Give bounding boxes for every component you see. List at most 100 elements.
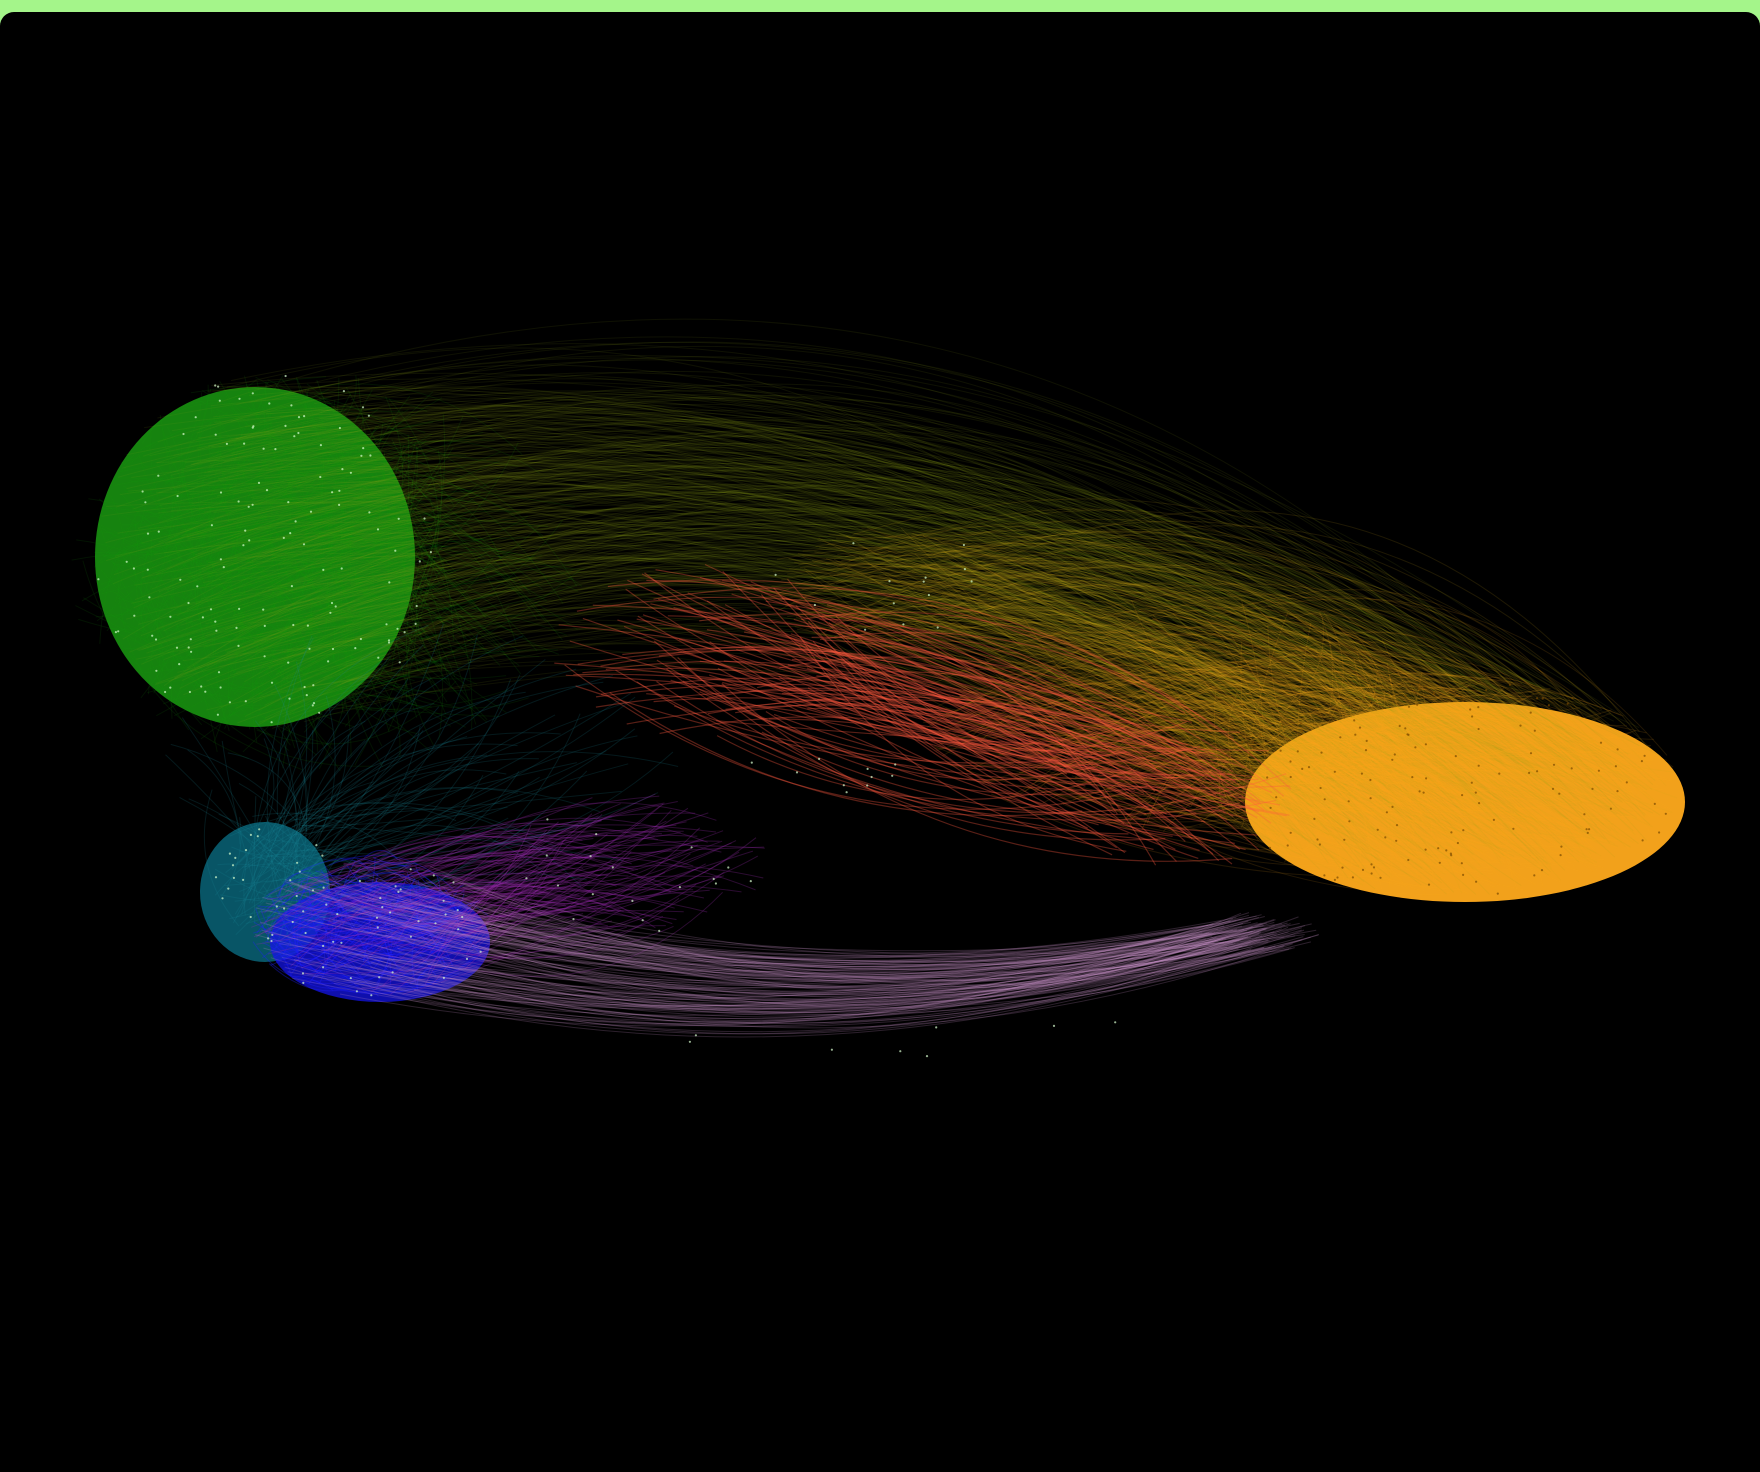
- graph-node[interactable]: [1454, 755, 1457, 758]
- graph-node[interactable]: [894, 763, 897, 766]
- graph-node[interactable]: [146, 568, 149, 571]
- graph-node[interactable]: [1320, 751, 1323, 754]
- graph-node[interactable]: [465, 957, 469, 961]
- graph-node[interactable]: [262, 608, 265, 611]
- graph-node[interactable]: [288, 697, 291, 700]
- graph-node[interactable]: [178, 663, 181, 666]
- graph-node[interactable]: [1498, 772, 1501, 775]
- graph-node[interactable]: [1296, 750, 1299, 753]
- graph-node[interactable]: [125, 560, 128, 563]
- graph-node[interactable]: [387, 639, 391, 642]
- graph-node[interactable]: [1477, 727, 1480, 731]
- network-graph[interactable]: [0, 12, 1760, 1472]
- graph-node[interactable]: [545, 854, 548, 857]
- graph-node[interactable]: [368, 511, 371, 514]
- graph-node[interactable]: [525, 877, 528, 880]
- graph-node[interactable]: [155, 669, 158, 672]
- graph-node[interactable]: [444, 913, 447, 916]
- graph-node[interactable]: [1318, 843, 1321, 846]
- graph-node[interactable]: [331, 647, 335, 651]
- graph-node[interactable]: [414, 622, 417, 626]
- graph-node[interactable]: [358, 879, 361, 883]
- graph-node[interactable]: [442, 899, 445, 902]
- graph-node[interactable]: [271, 933, 274, 937]
- graph-node[interactable]: [1343, 838, 1346, 841]
- graph-node[interactable]: [332, 940, 335, 943]
- graph-node[interactable]: [325, 903, 328, 906]
- graph-node[interactable]: [1286, 844, 1289, 847]
- graph-node[interactable]: [1597, 769, 1600, 772]
- graph-node[interactable]: [361, 406, 365, 409]
- graph-node[interactable]: [338, 503, 341, 506]
- graph-node[interactable]: [151, 634, 154, 637]
- graph-node[interactable]: [1477, 706, 1480, 709]
- graph-node[interactable]: [284, 424, 287, 427]
- graph-node[interactable]: [231, 864, 235, 867]
- graph-node[interactable]: [301, 972, 305, 975]
- graph-node[interactable]: [678, 886, 682, 889]
- graph-node[interactable]: [287, 501, 290, 504]
- graph-node[interactable]: [1424, 685, 1427, 688]
- graph-node[interactable]: [214, 384, 217, 387]
- graph-node[interactable]: [322, 568, 325, 572]
- graph-node[interactable]: [1225, 773, 1228, 776]
- graph-node[interactable]: [1348, 820, 1351, 823]
- graph-node[interactable]: [1422, 791, 1425, 794]
- graph-node[interactable]: [1540, 869, 1544, 872]
- graph-node[interactable]: [442, 976, 445, 980]
- graph-node[interactable]: [423, 517, 426, 520]
- graph-node[interactable]: [1460, 695, 1463, 698]
- graph-node[interactable]: [1353, 719, 1356, 722]
- graph-node[interactable]: [334, 605, 337, 608]
- graph-node[interactable]: [1533, 874, 1536, 877]
- graph-node[interactable]: [1512, 827, 1515, 830]
- graph-node[interactable]: [341, 468, 344, 471]
- graph-node[interactable]: [1414, 746, 1417, 749]
- graph-node[interactable]: [456, 909, 459, 912]
- graph-node[interactable]: [962, 543, 966, 547]
- graph-node[interactable]: [292, 623, 295, 627]
- graph-node[interactable]: [1299, 722, 1302, 725]
- graph-node[interactable]: [189, 638, 192, 641]
- graph-node[interactable]: [1547, 704, 1550, 707]
- graph-node[interactable]: [398, 661, 401, 664]
- graph-node[interactable]: [360, 454, 363, 457]
- graph-node[interactable]: [1243, 797, 1246, 800]
- graph-node[interactable]: [244, 849, 248, 852]
- graph-node[interactable]: [774, 573, 777, 577]
- graph-node[interactable]: [237, 644, 240, 648]
- graph-node[interactable]: [282, 536, 285, 540]
- graph-node[interactable]: [1529, 752, 1533, 755]
- graph-node[interactable]: [394, 885, 397, 888]
- graph-node[interactable]: [595, 833, 598, 836]
- graph-node[interactable]: [306, 624, 309, 627]
- graph-node[interactable]: [1599, 741, 1603, 744]
- graph-node[interactable]: [818, 757, 821, 761]
- graph-node[interactable]: [228, 701, 231, 704]
- graph-node[interactable]: [902, 623, 905, 626]
- graph-node[interactable]: [304, 931, 307, 935]
- graph-node[interactable]: [204, 690, 207, 693]
- graph-node[interactable]: [219, 686, 222, 689]
- graph-node[interactable]: [157, 530, 160, 533]
- graph-node[interactable]: [409, 868, 412, 871]
- graph-node[interactable]: [611, 866, 614, 869]
- graph-node[interactable]: [397, 890, 400, 894]
- graph-node[interactable]: [892, 602, 895, 605]
- graph-node[interactable]: [270, 721, 273, 724]
- graph-node[interactable]: [591, 893, 594, 896]
- graph-node[interactable]: [1558, 792, 1561, 795]
- graph-node[interactable]: [1445, 849, 1448, 852]
- graph-node[interactable]: [1279, 749, 1282, 752]
- graph-node[interactable]: [169, 615, 172, 618]
- graph-node[interactable]: [1323, 874, 1326, 877]
- graph-node[interactable]: [1391, 805, 1394, 809]
- graph-node[interactable]: [1475, 880, 1478, 883]
- graph-node[interactable]: [179, 578, 182, 581]
- graph-node[interactable]: [385, 623, 388, 626]
- graph-node[interactable]: [1616, 790, 1619, 793]
- graph-node[interactable]: [1362, 696, 1366, 699]
- graph-node[interactable]: [275, 905, 278, 908]
- graph-node[interactable]: [1376, 828, 1379, 831]
- graph-node[interactable]: [1360, 772, 1363, 775]
